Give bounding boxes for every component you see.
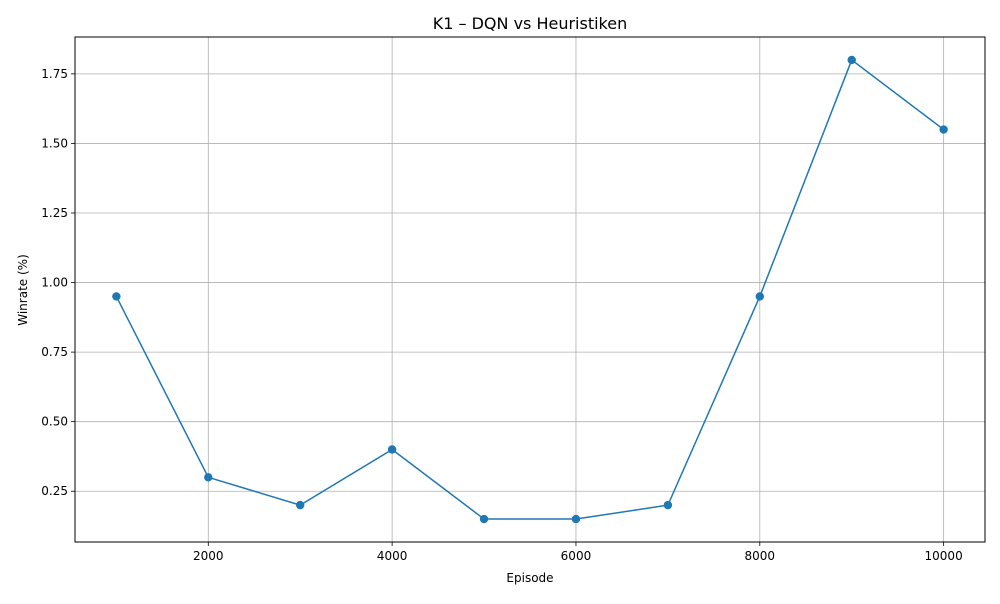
data-point xyxy=(296,500,305,510)
y-tick-label: 1.75 xyxy=(41,67,68,81)
data-point xyxy=(939,125,948,134)
y-tick-label: 0.75 xyxy=(41,345,68,359)
data-point xyxy=(571,514,581,524)
tick-layer: 2000 4000 6000 8000 10000 0.25 0.50 0.75 1.00 1.2… xyxy=(41,67,962,563)
data-point xyxy=(204,473,213,482)
data-point xyxy=(479,514,489,524)
x-tick-label: 8000 xyxy=(745,549,776,563)
x-tick-label: 6000 xyxy=(561,549,592,563)
series-line xyxy=(115,59,945,520)
y-axis-label: Winrate (%) xyxy=(16,254,30,326)
y-tick-label: 1.50 xyxy=(41,136,68,150)
data-point xyxy=(663,500,673,510)
x-axis-label: Episode xyxy=(506,571,553,585)
y-tick-label: 1.00 xyxy=(41,276,68,290)
axes-frame xyxy=(74,36,986,543)
data-point xyxy=(847,55,856,65)
series-layer xyxy=(112,55,948,524)
data-point xyxy=(387,445,397,454)
y-tick-label: 0.25 xyxy=(41,484,68,498)
data-point xyxy=(755,292,764,301)
data-point xyxy=(112,292,121,301)
x-tick-label: 2000 xyxy=(193,549,224,563)
y-tick-label: 1.25 xyxy=(41,206,68,220)
grid-layer xyxy=(75,37,985,542)
x-tick-label: 4000 xyxy=(377,549,408,563)
y-tick-label: 0.50 xyxy=(41,415,68,429)
x-tick-label: 10000 xyxy=(925,549,963,563)
chart-title: K1 – DQN vs Heuristiken xyxy=(433,14,627,33)
